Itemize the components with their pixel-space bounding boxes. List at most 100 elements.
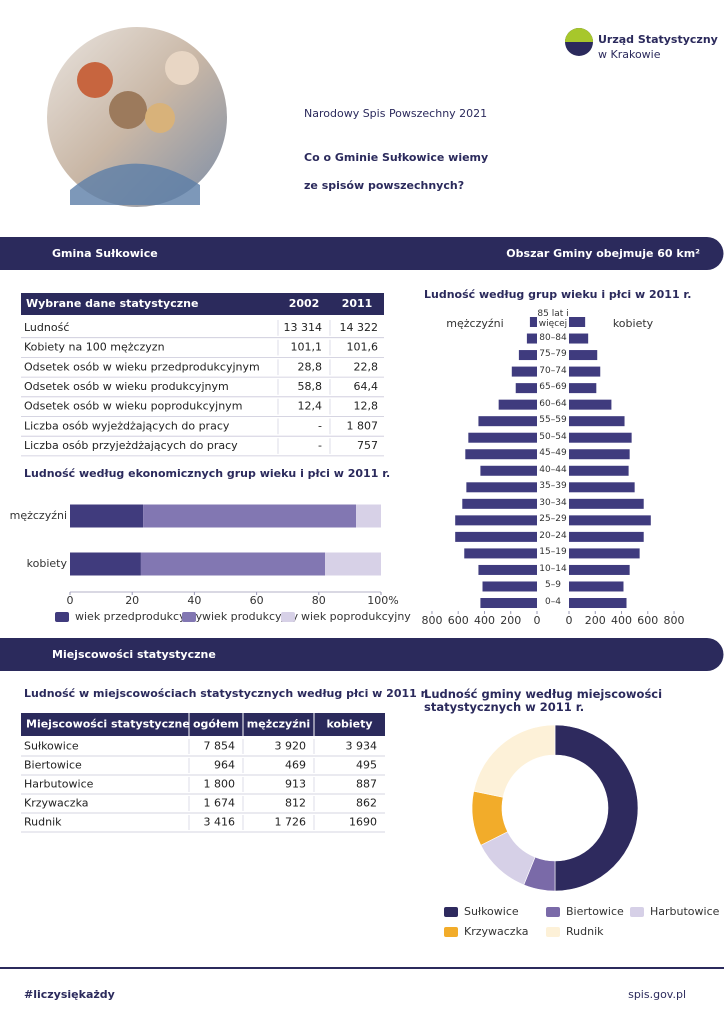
bar-male (478, 564, 537, 575)
age-label: 10–14 (539, 563, 567, 574)
table-cell: 812 (285, 797, 306, 810)
table-cell: 12,4 (298, 400, 323, 413)
column-header: mężczyźni (247, 718, 310, 731)
bar-segment (356, 504, 381, 528)
table-cell: 14 322 (340, 321, 379, 334)
bar-female (569, 581, 624, 592)
bar-female (569, 416, 625, 427)
section-title: Miejscowości statystyczne (52, 648, 216, 661)
table-cell: 913 (285, 778, 306, 791)
bar-male (464, 548, 537, 559)
x-tick-label: 0 (566, 614, 573, 627)
age-label: 25–29 (539, 514, 567, 525)
donut-slice (554, 724, 639, 892)
table-cell: 7 854 (204, 740, 236, 753)
chart-title: Ludność gminy według miejscowości statys… (424, 687, 663, 715)
column-header: kobiety (326, 718, 372, 731)
age-label: 30–34 (539, 497, 567, 508)
bar-female (569, 383, 597, 394)
bar-male (498, 399, 537, 410)
age-label: 85 lat i więcej (537, 309, 569, 329)
table-cell: - (318, 439, 322, 452)
table-cell: 469 (285, 759, 306, 772)
bar-male (480, 465, 537, 476)
table-cell: Liczba osób przyjeżdżających do pracy (24, 439, 238, 452)
table-cell: Odsetek osób w wieku poprodukcyjnym (24, 400, 242, 413)
bar-female (569, 350, 598, 361)
bar-male (468, 432, 537, 443)
x-tick-label: 200 (500, 614, 521, 627)
age-label: 5–9 (545, 580, 561, 591)
x-tick-label: 400 (611, 614, 632, 627)
bar-female (569, 399, 612, 410)
photo-figure (70, 163, 200, 205)
age-label: 20–24 (539, 530, 567, 541)
bar-male (465, 449, 537, 460)
logo-mark (565, 28, 593, 42)
bar-female (569, 598, 627, 609)
table-cell: Ludność (24, 321, 69, 334)
column-header: Miejscowości statystyczne (26, 718, 190, 731)
table-cell: Odsetek osób w wieku przedprodukcyjnym (24, 360, 260, 373)
bar-male (482, 581, 537, 592)
table-cell: Krzywaczka (24, 797, 89, 810)
series-label: mężczyźni (446, 317, 503, 330)
photo-figure (165, 51, 199, 85)
table-cell: 58,8 (298, 380, 323, 393)
age-label: 80–84 (539, 332, 567, 343)
age-label: 40–44 (539, 464, 567, 475)
table-cell: 12,8 (354, 400, 379, 413)
age-label: 45–49 (539, 448, 567, 459)
x-tick-label: 40 (187, 594, 201, 607)
x-tick-label: 600 (637, 614, 658, 627)
page-subtitle: ze spisów powszechnych? (304, 179, 464, 192)
legend-swatch (444, 927, 458, 937)
series-label: kobiety (613, 317, 654, 330)
photo-figure (145, 103, 175, 133)
legend-swatch (546, 927, 560, 937)
category-label: kobiety (27, 557, 68, 570)
bar-male (466, 482, 537, 493)
table-cell: 1 726 (275, 816, 307, 829)
table-title: Ludność w miejscowościach statystycznych… (24, 687, 429, 700)
legend-swatch (55, 612, 69, 622)
table-cell: 495 (356, 759, 377, 772)
bar-male (462, 498, 537, 509)
age-label: 50–54 (539, 431, 567, 442)
table-cell: 64,4 (354, 380, 379, 393)
table-cell: 964 (214, 759, 235, 772)
bar-female (569, 432, 632, 443)
chart-title: Ludność według grup wieku i płci w 2011 … (424, 288, 691, 301)
bar-segment (143, 504, 357, 528)
table-cell: 13 314 (284, 321, 323, 334)
legend-label: Sułkowice (464, 905, 519, 918)
x-tick-label: 20 (125, 594, 139, 607)
bar-female (569, 317, 586, 327)
x-tick-label: 80 (312, 594, 326, 607)
table-cell: Kobiety na 100 mężczyzn (24, 341, 165, 354)
bar-male (529, 317, 537, 327)
table-cell: Odsetek osób w wieku produkcyjnym (24, 380, 229, 393)
page-title: Narodowy Spis Powszechny 2021 (304, 107, 487, 120)
page-subtitle: Co o Gminie Sułkowice wiemy (304, 151, 488, 164)
chart-title: Ludność według ekonomicznych grup wieku … (24, 467, 390, 480)
table-cell: Rudnik (24, 816, 62, 829)
legend-label: Harbutowice (650, 905, 720, 918)
donut-slice (473, 724, 556, 798)
section-band (0, 237, 724, 270)
bar-male (526, 333, 537, 344)
column-header: Wybrane dane statystyczne (26, 297, 198, 310)
legend-swatch (546, 907, 560, 917)
x-tick-label: 0 (534, 614, 541, 627)
table-cell: 1 674 (204, 797, 236, 810)
table-cell: 3 934 (346, 740, 378, 753)
bar-male (478, 416, 537, 427)
table-cell: - (318, 419, 322, 432)
section-band (0, 638, 724, 671)
footer-url: spis.gov.pl (628, 988, 686, 1001)
table-cell: Biertowice (24, 759, 82, 772)
table-cell: Sułkowice (24, 740, 79, 753)
logo-text: Urząd Statystyczny (598, 33, 718, 46)
bar-male (515, 383, 537, 394)
